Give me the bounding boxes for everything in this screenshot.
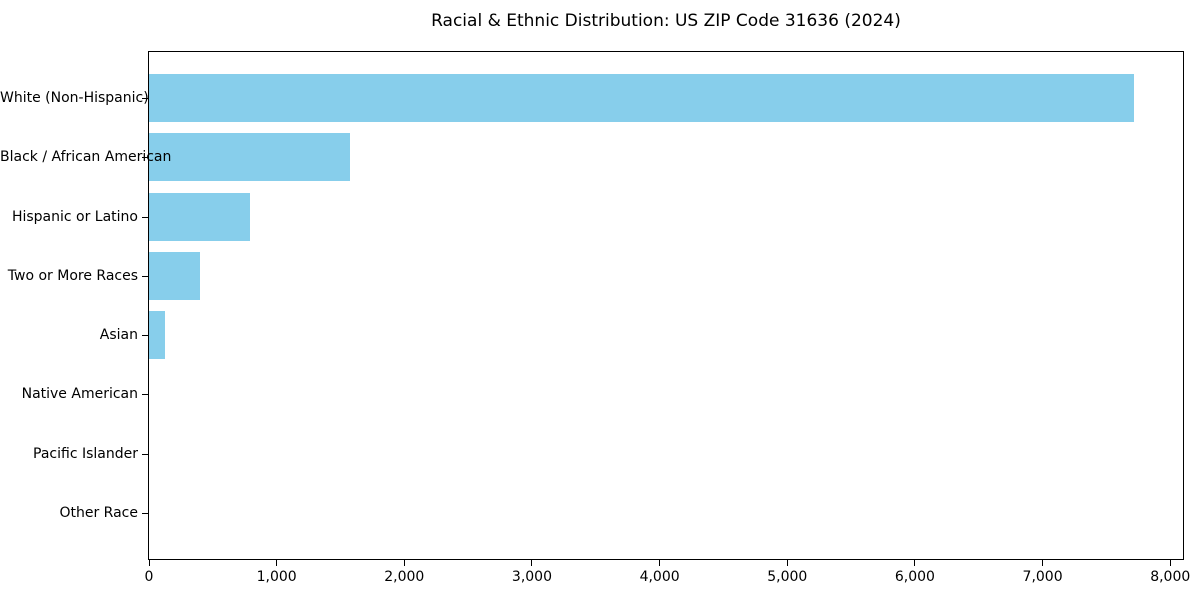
x-tick (786, 560, 788, 566)
y-tick-label: Native American (21, 386, 138, 403)
x-tick (148, 560, 150, 566)
x-tick-label: 0 (144, 569, 154, 585)
y-tick-label: Two or More Races (7, 267, 138, 284)
y-tick (142, 513, 148, 514)
x-tick-label: 5,000 (767, 569, 808, 585)
y-tick (142, 275, 148, 277)
x-tick (276, 560, 278, 566)
x-tick (403, 560, 405, 566)
y-tick-label: Pacific Islander (33, 445, 138, 462)
y-tick (142, 98, 148, 99)
y-tick (142, 157, 148, 159)
x-tick (914, 560, 916, 566)
y-tick-label: Hispanic or Latino (11, 208, 138, 225)
bar-hispanic-or-latino (149, 192, 251, 241)
bar-asian (149, 311, 165, 360)
x-tick-label: 3,000 (511, 569, 552, 585)
x-tick (1042, 560, 1044, 566)
x-tick (1169, 560, 1171, 566)
x-tick (531, 560, 533, 566)
x-tick-label: 8,000 (1150, 569, 1191, 585)
x-tick-label: 2,000 (384, 569, 425, 585)
chart-title: Racial & Ethnic Distribution: US ZIP Cod… (431, 11, 901, 31)
bar-white-non-hispanic (149, 74, 1134, 122)
y-tick (142, 453, 148, 455)
x-tick (659, 560, 661, 566)
x-tick-label: 6,000 (894, 569, 935, 585)
x-tick-label: 4,000 (639, 569, 680, 585)
y-tick-label: White (Non-Hispanic) (0, 90, 149, 106)
y-tick (142, 394, 148, 396)
bar-two-or-more-races (149, 251, 201, 300)
x-tick-label: 7,000 (1022, 569, 1063, 585)
bar-black-african-american (149, 133, 351, 182)
y-tick-label: Asian (99, 327, 138, 344)
y-tick (142, 335, 148, 337)
x-tick-label: 1,000 (256, 569, 297, 585)
y-tick-label: Black / African American (0, 149, 172, 166)
y-tick (142, 216, 148, 218)
plot-area (148, 51, 1184, 560)
y-tick-label: Other Race (59, 505, 138, 521)
